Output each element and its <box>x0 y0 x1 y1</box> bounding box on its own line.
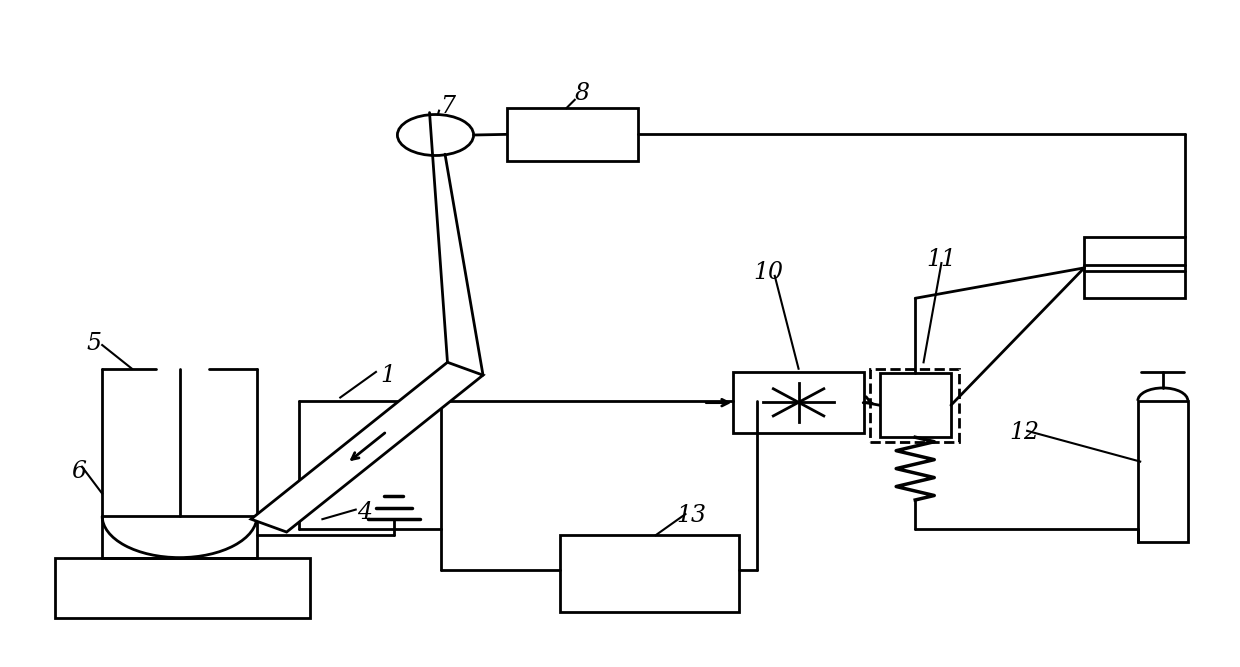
Polygon shape <box>250 362 484 532</box>
Text: 13: 13 <box>677 504 707 528</box>
Bar <box>102 516 257 558</box>
Text: 10: 10 <box>754 261 784 284</box>
Bar <box>1138 401 1188 542</box>
Text: 11: 11 <box>926 248 956 271</box>
Bar <box>733 372 864 433</box>
Text: 6: 6 <box>71 460 86 483</box>
Bar <box>507 108 637 161</box>
Bar <box>870 369 960 442</box>
Bar <box>879 374 951 438</box>
Bar <box>55 558 310 618</box>
Text: 8: 8 <box>574 82 589 105</box>
Text: 7: 7 <box>440 95 455 117</box>
Bar <box>560 535 739 612</box>
Text: 5: 5 <box>87 331 102 355</box>
Text: 12: 12 <box>1009 422 1039 444</box>
Bar <box>1084 237 1185 298</box>
Text: 1: 1 <box>381 364 396 387</box>
Text: 4: 4 <box>357 502 372 524</box>
